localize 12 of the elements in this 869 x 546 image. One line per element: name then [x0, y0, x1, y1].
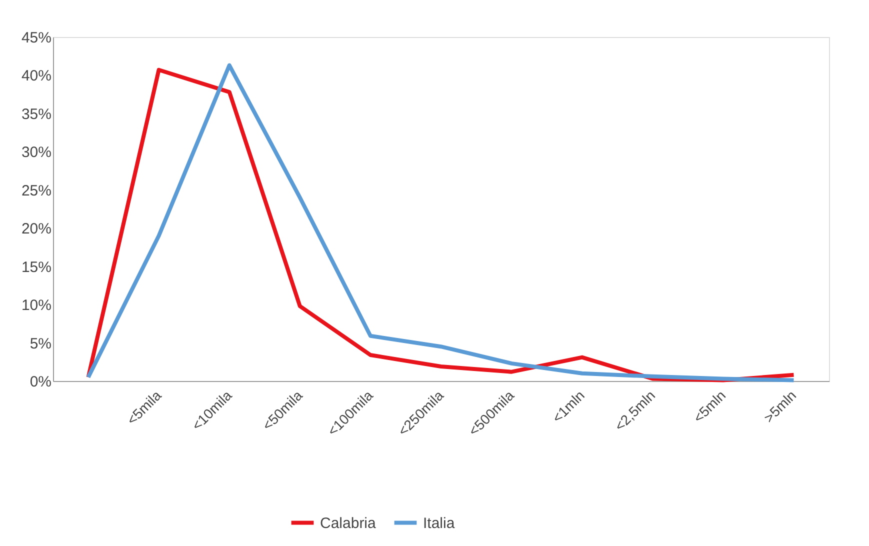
y-tick-label: 30%: [21, 144, 52, 162]
y-tick-label: 40%: [21, 68, 52, 85]
y-tick-label: 0%: [30, 374, 52, 390]
y-tick-label: 15%: [21, 258, 52, 276]
y-tick-label: 20%: [21, 220, 52, 238]
legend-label: Calabria: [320, 514, 377, 532]
y-tick-label: 45%: [21, 30, 52, 46]
y-tick-label: 25%: [21, 182, 52, 200]
y-tick-label: 35%: [21, 106, 52, 123]
legend-label: Italia: [423, 514, 456, 532]
y-tick-label: 5%: [30, 335, 52, 352]
y-tick-label: 10%: [21, 297, 52, 314]
